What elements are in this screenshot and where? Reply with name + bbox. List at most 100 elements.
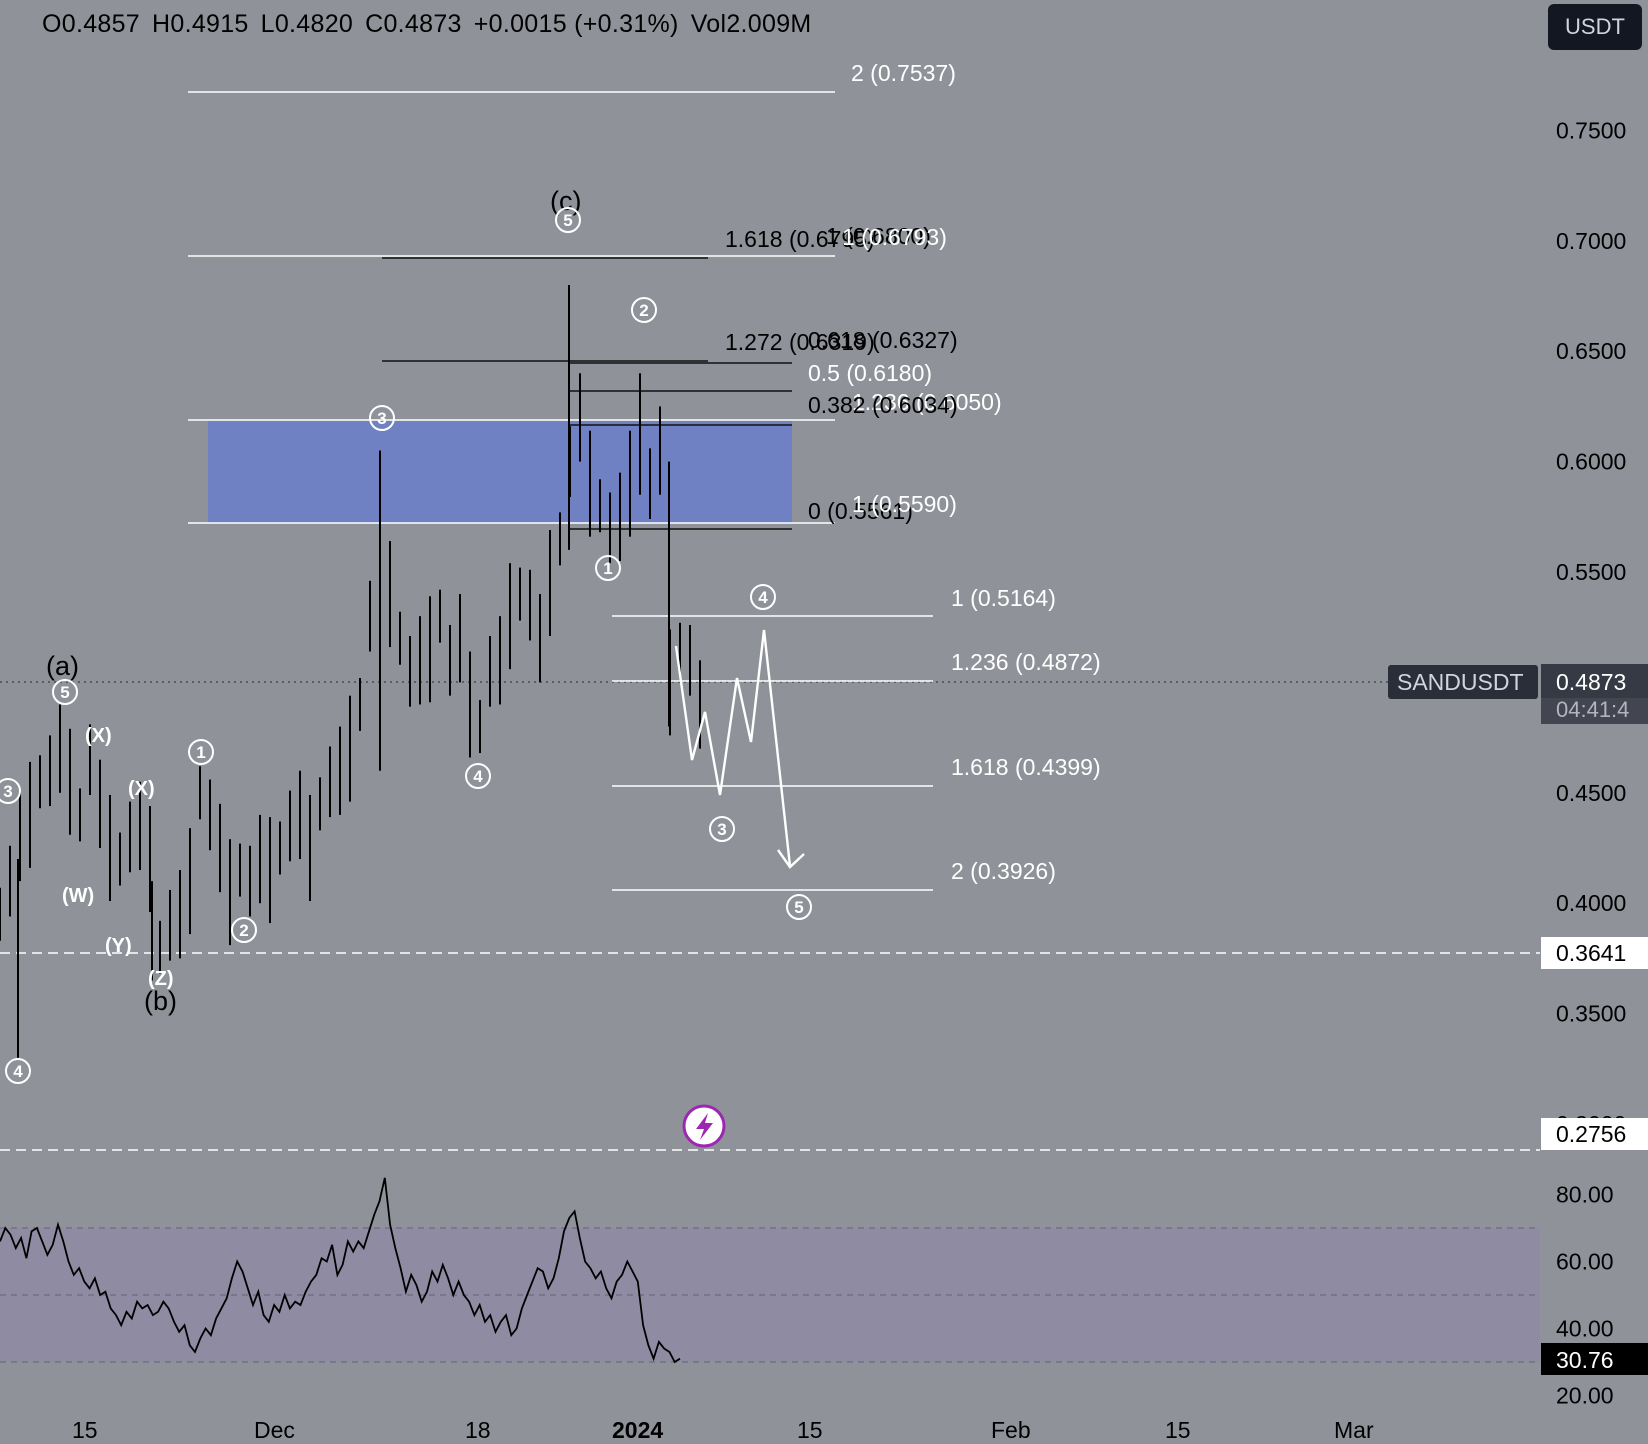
y-tick: 0.6500 <box>1556 338 1626 364</box>
price-axis[interactable]: 0.75000.70000.65000.60000.55000.50000.45… <box>1556 117 1626 1137</box>
wave-number: 3 <box>717 820 726 839</box>
fib-label: 1.236 (0.4872) <box>951 649 1101 675</box>
wave-label-b: (b) <box>144 986 177 1016</box>
svg-text:0.4873: 0.4873 <box>1556 669 1626 695</box>
fib-label: 1 (0.6800) <box>826 223 931 249</box>
price-tag: 0.3641 <box>1541 937 1648 969</box>
wave-number-circle <box>5 1058 31 1084</box>
y-tick: 0.6000 <box>1556 449 1626 475</box>
current-price-tag: 0.4873 04:41:4 <box>1541 664 1648 724</box>
fib-label: 1.618 (0.4399) <box>951 754 1101 780</box>
y-tick: 0.4500 <box>1556 780 1626 806</box>
fib-label: 1.236 (0.6050) <box>852 389 1002 415</box>
fib-label: 1 (0.5164) <box>951 585 1056 611</box>
wave-number: 4 <box>758 588 768 607</box>
x-tick: Mar <box>1334 1417 1374 1443</box>
wave-number: 1 <box>196 743 205 762</box>
y-tick: 0.7000 <box>1556 228 1626 254</box>
symbol-tag: SANDUSDT <box>1388 665 1538 699</box>
fib-label: 1.618 (0.6795) <box>725 226 875 252</box>
wave-number-circle <box>750 584 776 610</box>
rsi-value-tag: 30.76 <box>1541 1343 1648 1375</box>
wave-number: 1 <box>603 559 612 578</box>
fib-label: 1.272 (0.6319) <box>725 329 875 355</box>
rsi-axis[interactable]: 80.00 60.00 40.00 20.00 <box>1556 1182 1614 1409</box>
fib-label: 0.5 (0.6180) <box>808 360 932 386</box>
projection-path <box>674 629 805 869</box>
svg-text:04:41:4: 04:41:4 <box>1556 697 1629 722</box>
wave-number: 3 <box>3 782 12 801</box>
wave-number: 4 <box>13 1062 23 1081</box>
x-tick: 2024 <box>612 1417 663 1443</box>
fib-label: 0.382 (0.6034) <box>808 392 958 418</box>
time-axis[interactable]: 15 Dec 18 2024 15 Feb 15 Mar <box>72 1417 1374 1443</box>
currency-button[interactable]: USDT <box>1548 4 1642 50</box>
x-tick: 18 <box>465 1417 491 1443</box>
fib-label: 1 (0.5590) <box>852 491 957 517</box>
wave-number-circle <box>188 739 214 765</box>
wave-number-circle <box>231 917 257 943</box>
svg-text:30.76: 30.76 <box>1556 1347 1614 1373</box>
svg-text:0.3641: 0.3641 <box>1556 940 1626 966</box>
wave-number-circle <box>555 207 581 233</box>
wave-label-a: (a) <box>46 651 79 681</box>
wave-label-y: (Y) <box>105 935 132 957</box>
fib-label: 0.618 (0.6327) <box>808 327 958 353</box>
volume-value: Vol2.009M <box>690 10 812 38</box>
y-tick: 0.3500 <box>1556 1001 1626 1027</box>
x-tick: Feb <box>991 1417 1031 1443</box>
wave-number-circle <box>631 297 657 323</box>
wave-labels: (X) (X) (W) (Y) (Z) <box>62 725 174 990</box>
high-value: H0.4915 <box>152 10 249 38</box>
wave-label-z: (Z) <box>148 968 174 990</box>
lightning-icon[interactable] <box>682 1104 726 1148</box>
y-tick: 0.7500 <box>1556 117 1626 143</box>
candlestick-series <box>0 284 701 1058</box>
fib-lines <box>188 91 933 891</box>
rsi-tick: 20.00 <box>1556 1383 1614 1409</box>
x-tick: 15 <box>797 1417 823 1443</box>
wave-number-circle <box>52 679 78 705</box>
rsi-line <box>0 1177 681 1364</box>
wave-number-circle <box>709 816 735 842</box>
wave-label-x: (X) <box>128 778 155 800</box>
rsi-tick: 40.00 <box>1556 1316 1614 1342</box>
wave-number-circle <box>595 555 621 581</box>
y-tick: 0.4000 <box>1556 890 1626 916</box>
wave-number: 5 <box>794 898 803 917</box>
fib-label: 0 (0.5561) <box>808 498 913 524</box>
svg-text:SANDUSDT: SANDUSDT <box>1397 669 1524 695</box>
svg-text:0.2756: 0.2756 <box>1556 1121 1626 1147</box>
fib-labels: 2 (0.7537) 1.618 (0.6795) 1 (0.6800) 1 (… <box>725 60 1101 884</box>
price-tag: 0.2756 <box>1541 1118 1648 1150</box>
wave-label-x: (X) <box>85 725 112 747</box>
fib-label: 1 (0.6793) <box>842 224 947 250</box>
rsi-tick: 60.00 <box>1556 1249 1614 1275</box>
close-value: C0.4873 <box>365 10 462 38</box>
wave-number-circle <box>465 763 491 789</box>
wave-number: 5 <box>563 211 572 230</box>
rsi-tick: 80.00 <box>1556 1182 1614 1208</box>
x-tick: 15 <box>72 1417 98 1443</box>
wave-number: 4 <box>473 767 483 786</box>
x-tick: Dec <box>254 1417 295 1443</box>
wave-number: 2 <box>639 301 648 320</box>
low-value: L0.4820 <box>260 10 354 38</box>
wave-number-circle <box>369 405 395 431</box>
fib-label: 2 (0.3926) <box>951 858 1056 884</box>
wave-number-circle <box>0 778 21 804</box>
wave-number: 5 <box>60 683 69 702</box>
ohlc-legend: O0.4857 H0.4915 L0.4820 C0.4873 +0.0015 (+0.… <box>42 10 824 39</box>
wave-number: 3 <box>377 409 386 428</box>
y-tick: 0.5500 <box>1556 559 1626 585</box>
supply-zone[interactable] <box>208 421 792 523</box>
open-value: O0.4857 <box>42 10 141 38</box>
circled-wave-numbers: 3 5 1 2 3 4 4 5 1 2 3 4 5 <box>0 207 812 1084</box>
wave-number-circle <box>786 894 812 920</box>
change-value: +0.0015 (+0.31%) <box>473 10 679 38</box>
fib-label: 2 (0.7537) <box>851 60 956 86</box>
wave-number: 2 <box>239 921 248 940</box>
x-tick: 15 <box>1165 1417 1191 1443</box>
wave-label-w: (W) <box>62 885 94 907</box>
